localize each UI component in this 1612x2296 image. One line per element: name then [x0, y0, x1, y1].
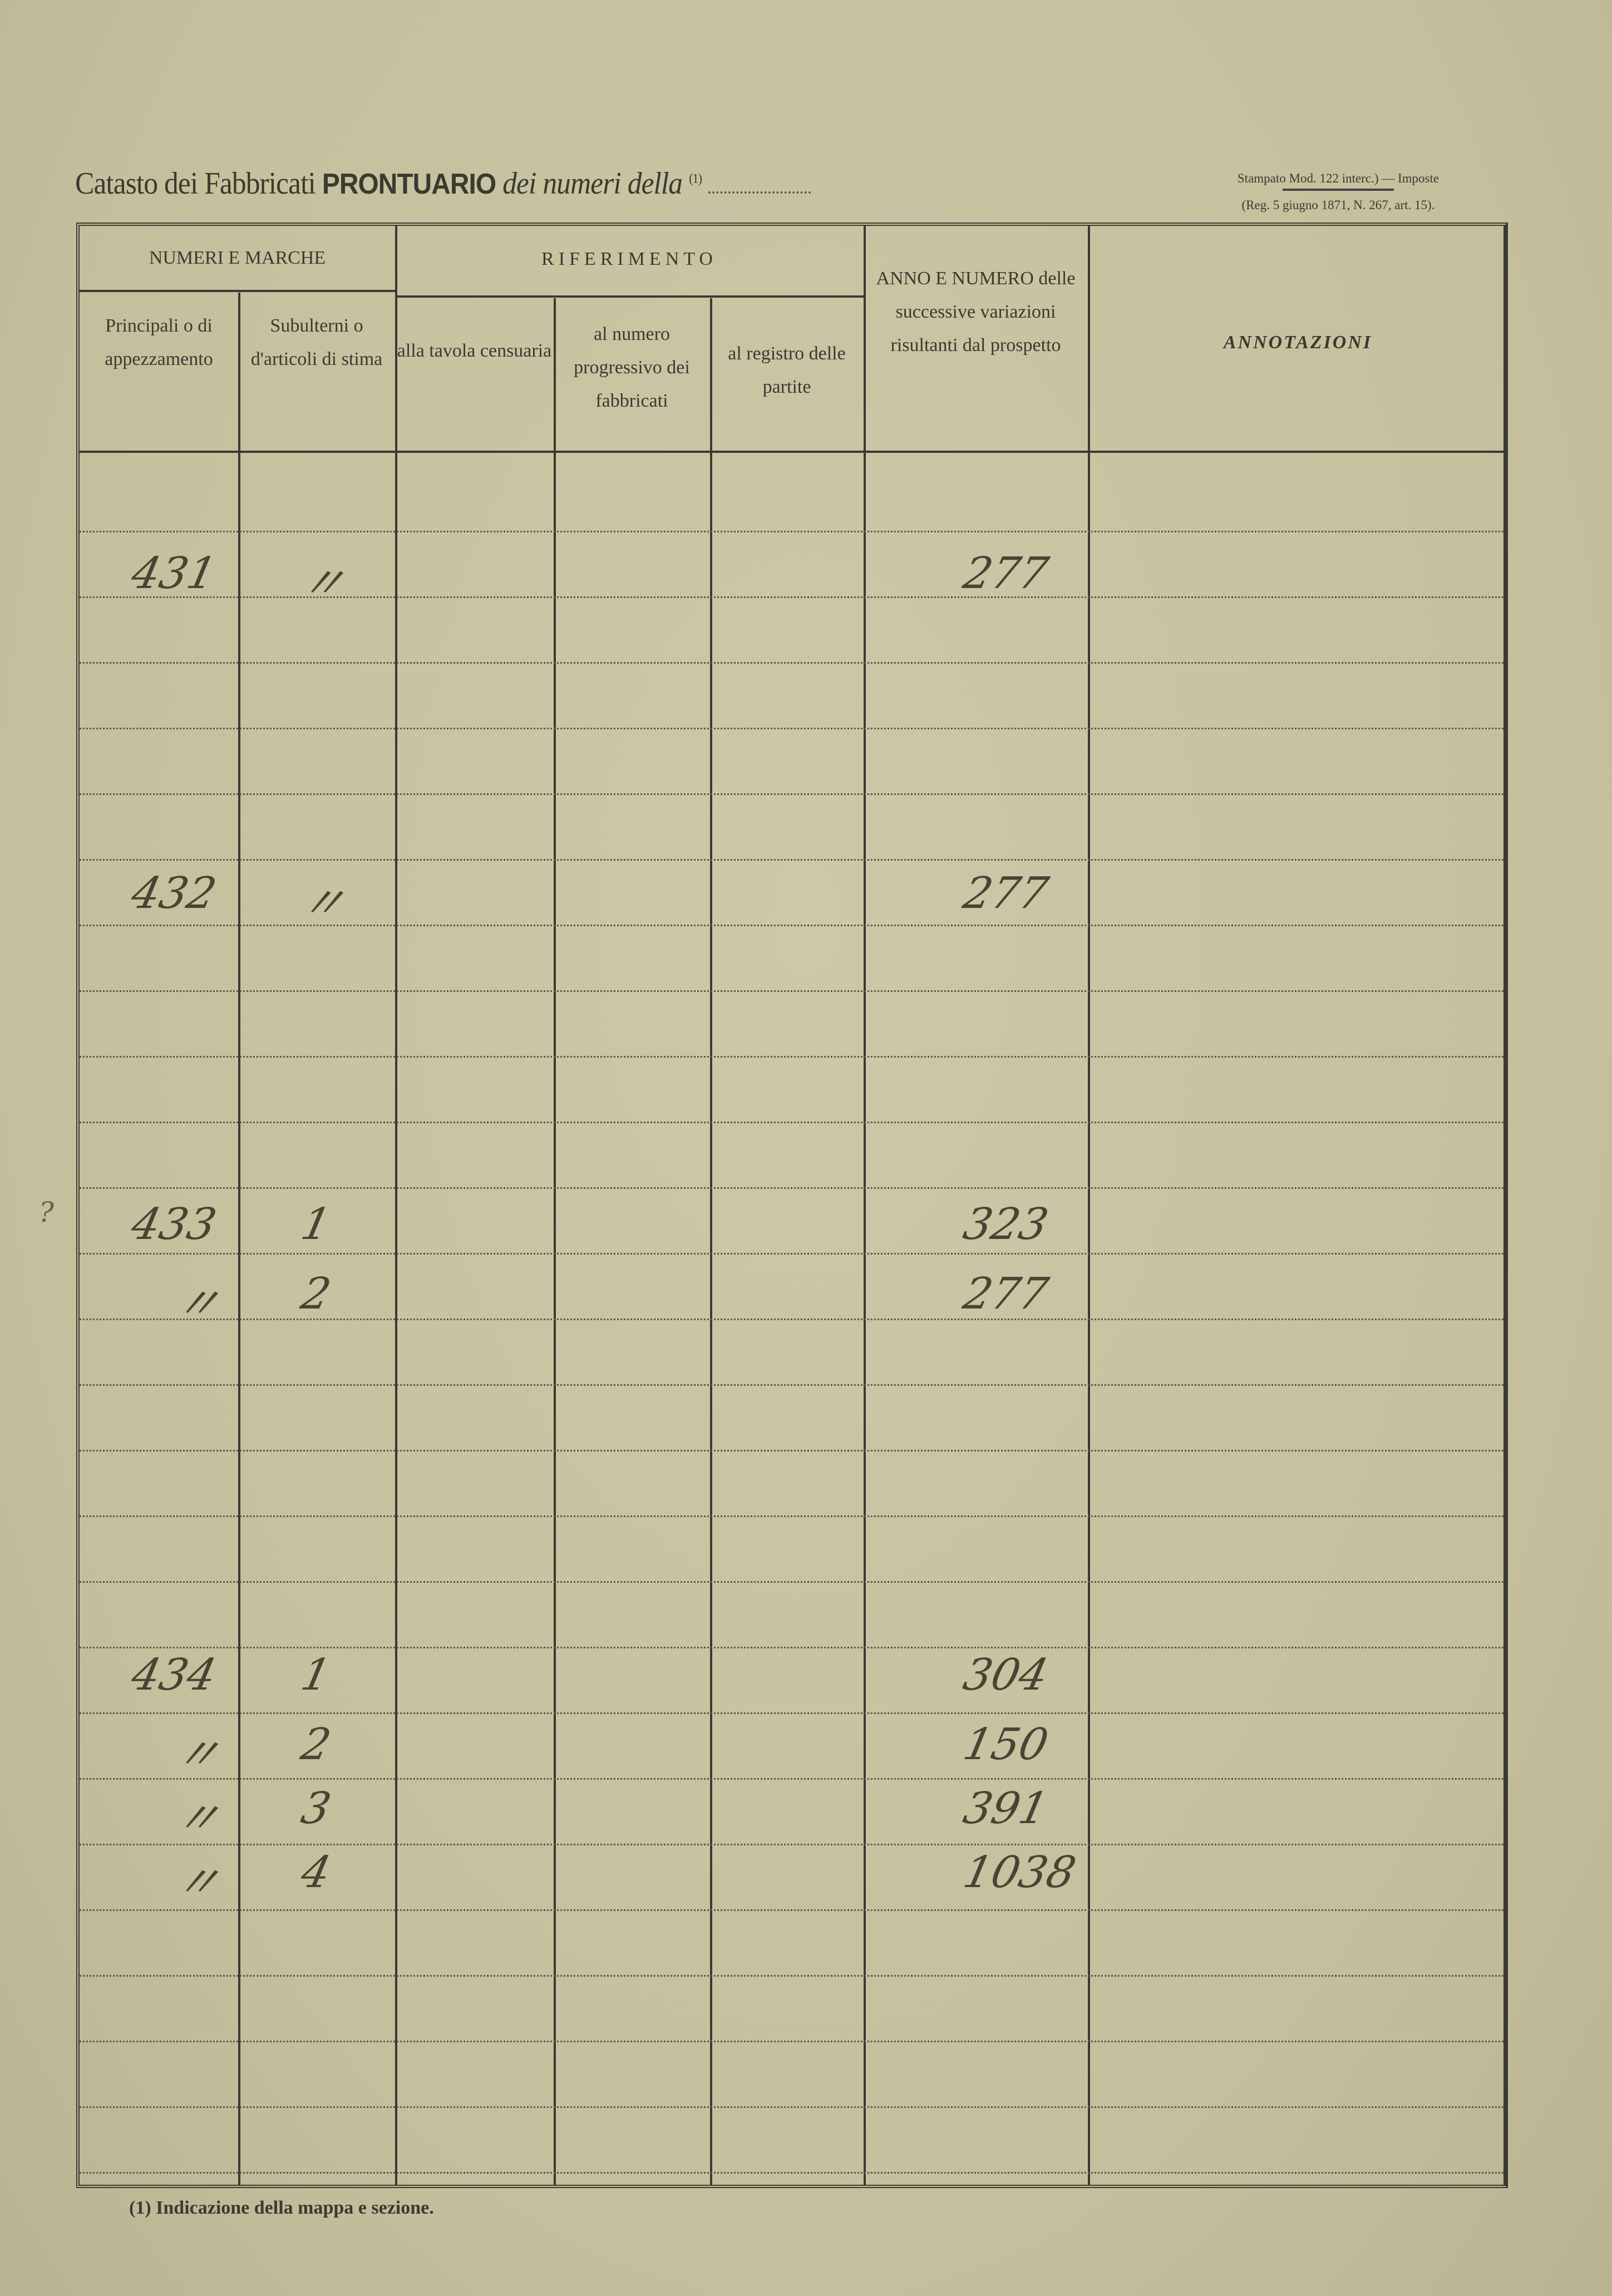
header-subdivider-riferimento: [395, 295, 864, 298]
print-reference: Stampato Mod. 122 interc.) — Imposte (Re…: [1180, 164, 1497, 220]
row-rule: [80, 925, 1503, 926]
principal-number: 434: [127, 1650, 221, 1700]
blank-fill-line: [708, 175, 811, 194]
variation-number: 150: [959, 1720, 1053, 1770]
variation-number: 391: [959, 1784, 1053, 1834]
variation-number: 277: [959, 868, 1053, 919]
row-rule: [80, 1384, 1503, 1386]
subaltern-number: 4: [297, 1848, 336, 1898]
subaltern-number: 1: [297, 1650, 336, 1700]
row-rule: [80, 1647, 1503, 1648]
header-anno-numero: ANNO E NUMERO delle successive variazion…: [876, 268, 1076, 355]
subaltern-number: 1: [297, 1199, 336, 1250]
title-note-ref: (1): [689, 171, 702, 186]
header-subulterni: Subulterni o d'articoli di stima: [250, 315, 383, 369]
row-rule: [80, 1253, 1503, 1255]
col-divider: [395, 226, 397, 2185]
principal-number: 〃: [170, 1730, 225, 1780]
variation-number: 277: [959, 549, 1053, 599]
row-rule: [80, 1122, 1503, 1123]
row-rule: [80, 1909, 1503, 1911]
stamp-line-2: (Reg. 5 giugno 1871, N. 267, art. 15).: [1241, 198, 1435, 212]
col-divider: [554, 298, 556, 2185]
title-prefix: Catasto dei Fabbricati: [75, 166, 316, 201]
variation-number: 277: [959, 1269, 1053, 1319]
principal-number: 433: [127, 1199, 221, 1250]
footnote: (1) Indicazione della mappa e sezione.: [129, 2198, 434, 2218]
col-divider: [710, 298, 712, 2185]
row-rule: [80, 1844, 1503, 1845]
principal-number: 431: [127, 549, 221, 599]
stamp-line-1: Stampato Mod. 122 interc.) — Imposte: [1237, 171, 1440, 185]
register-table: NUMERI E MARCHE RIFERIMENTO Principali o…: [76, 223, 1508, 2188]
variation-number: 1038: [959, 1848, 1081, 1898]
variation-number: 323: [959, 1199, 1053, 1250]
header-bottom-rule: [80, 451, 1503, 453]
row-rule: [80, 728, 1503, 729]
header-riferimento: RIFERIMENTO: [541, 249, 717, 269]
title-italic: dei numeri della: [502, 166, 683, 201]
row-rule: [80, 596, 1503, 598]
subaltern-number: 〃: [295, 559, 351, 609]
margin-mark: ?: [39, 1196, 54, 1228]
row-rule: [80, 1975, 1503, 1977]
principal-number: 432: [127, 868, 221, 919]
header-tavola-censuaria: alla tavola censuaria: [397, 340, 552, 361]
subaltern-number: 2: [297, 1720, 336, 1770]
row-rule: [80, 2106, 1503, 2108]
principal-number: 〃: [170, 1279, 225, 1329]
principal-number: 〃: [170, 1858, 225, 1908]
col-divider: [1088, 226, 1090, 2185]
row-rule: [80, 859, 1503, 861]
header-numeri-e-marche: NUMERI E MARCHE: [149, 248, 326, 268]
header-registro-partite: al registro delle partite: [728, 343, 846, 397]
subaltern-number: 3: [297, 1784, 336, 1834]
header-numero-progressivo: al numero progressivo dei fabbricati: [574, 324, 690, 411]
col-divider: [238, 293, 240, 2185]
row-rule: [80, 2041, 1503, 2042]
row-rule: [80, 662, 1503, 664]
principal-number: 〃: [170, 1794, 225, 1844]
row-rule: [80, 990, 1503, 992]
row-rule: [80, 531, 1503, 532]
row-rule: [80, 2172, 1503, 2174]
row-rule: [80, 1450, 1503, 1451]
row-rule: [80, 1515, 1503, 1517]
header-subdivider-numeri: [80, 290, 395, 292]
col-divider: [864, 226, 866, 2185]
variation-number: 304: [959, 1650, 1053, 1700]
row-rule: [80, 1056, 1503, 1058]
subaltern-number: 〃: [295, 878, 351, 929]
subaltern-number: 2: [297, 1269, 336, 1319]
stamp-rule: [1283, 189, 1394, 191]
row-rule: [80, 1319, 1503, 1320]
header-annotazioni: ANNOTAZIONI: [1223, 332, 1373, 353]
row-rule: [80, 1187, 1503, 1189]
header-principali: Principali o di appezzamento: [105, 315, 213, 369]
row-rule: [80, 1778, 1503, 1780]
row-rule: [80, 793, 1503, 795]
row-rule: [80, 1581, 1503, 1583]
title-bold: PRONTUARIO: [322, 168, 496, 200]
row-rule: [80, 1712, 1503, 1714]
form-title: Catasto dei Fabbricati PRONTUARIO dei nu…: [75, 166, 811, 201]
